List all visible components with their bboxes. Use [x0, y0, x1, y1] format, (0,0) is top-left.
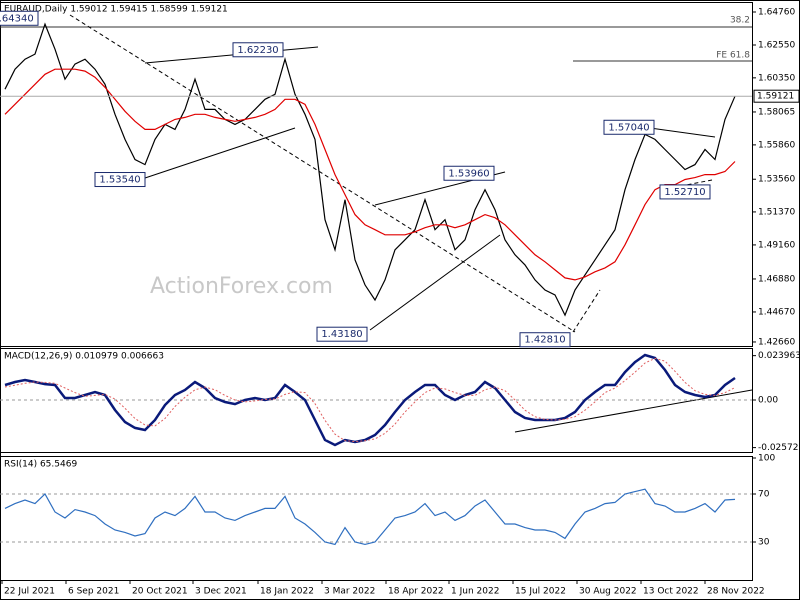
x-tick-label: 13 Oct 2022	[643, 587, 699, 597]
y-tick-label: 1.46880	[758, 274, 795, 284]
trendline	[144, 127, 296, 179]
annotation-box	[0, 10, 39, 26]
y-tick-label: 0.023963	[758, 351, 800, 361]
x-tick-label: 18 Apr 2022	[388, 587, 444, 597]
macd-title: MACD(12,26,9) 0.010979 0.006663	[4, 352, 164, 362]
y-tick-label: 1.49160	[758, 240, 795, 250]
annotation-label: 1.53540	[99, 175, 140, 186]
y-tick-label: 1.62550	[758, 41, 795, 51]
y-tick-label: 100	[758, 454, 775, 464]
y-tick-label: 70	[758, 490, 770, 500]
y-tick-label: 1.42660	[758, 337, 795, 347]
annotation-label: 1.62230	[237, 45, 278, 56]
y-tick-label: 30	[758, 538, 770, 548]
y-tick-label: 1.58065	[758, 107, 795, 117]
trendline	[369, 234, 501, 331]
y-tick-label: 1.53560	[758, 175, 795, 185]
price-panel	[0, 2, 753, 347]
x-tick-label: 22 Jul 2021	[4, 587, 55, 597]
annotation-box	[519, 332, 571, 348]
annotation-label: 1.64340	[0, 13, 34, 24]
annotation-box	[232, 42, 284, 58]
annotation-label: 1.53960	[448, 168, 489, 179]
trendline	[514, 389, 753, 433]
y-tick-label: 1.44670	[758, 307, 795, 317]
y-tick-label: 1.51370	[758, 207, 795, 217]
watermark: ActionForex.com	[150, 274, 333, 299]
annotation-label: 1.42810	[524, 335, 565, 346]
y-tick-label: 1.64760	[758, 8, 795, 18]
current-price-label: 1.59121	[757, 92, 794, 102]
series-line	[4, 357, 736, 443]
annotation-label: 1.52710	[664, 187, 705, 198]
series-line	[4, 68, 736, 281]
x-tick-label: 28 Nov 2022	[707, 587, 765, 597]
x-tick-label: 30 Aug 2022	[579, 587, 637, 597]
trendline	[144, 46, 319, 64]
x-tick-label: 18 Jan 2022	[260, 587, 314, 597]
y-tick-label: 1.55860	[758, 140, 795, 150]
price-title: EURAUD,Daily 1.59012 1.59415 1.58599 1.5…	[4, 5, 228, 15]
level-label: 38.2	[730, 16, 750, 26]
series-line	[4, 22, 736, 317]
level-label: FE 61.8	[716, 51, 750, 61]
annotation-box	[316, 326, 368, 342]
y-tick-label: -0.025726	[758, 443, 800, 453]
x-tick-label: 20 Oct 2021	[132, 587, 188, 597]
x-tick-label: 15 Jul 2022	[515, 587, 566, 597]
annotation-box	[443, 165, 495, 181]
x-tick-label: 6 Sep 2021	[68, 587, 119, 597]
rsi-title: RSI(14) 65.5469	[4, 460, 77, 470]
x-tick-label: 3 Dec 2021	[195, 587, 247, 597]
annotation-box	[94, 172, 146, 188]
y-tick-label: 0.00	[758, 396, 778, 406]
annotation-label: 1.43180	[321, 329, 362, 340]
y-tick-label: 1.60350	[758, 73, 795, 83]
annotation-box	[659, 184, 711, 200]
trendline	[649, 127, 716, 138]
x-tick-label: 1 Jun 2022	[451, 587, 499, 597]
current-price-box	[753, 89, 800, 103]
annotation-label: 1.57040	[608, 122, 649, 133]
annotation-box	[603, 119, 655, 135]
trendline	[69, 14, 576, 333]
x-tick-label: 3 Mar 2022	[324, 587, 375, 597]
trendline	[572, 289, 601, 333]
series-line	[4, 353, 736, 447]
rsi-panel	[0, 456, 753, 581]
series-line	[4, 488, 736, 546]
